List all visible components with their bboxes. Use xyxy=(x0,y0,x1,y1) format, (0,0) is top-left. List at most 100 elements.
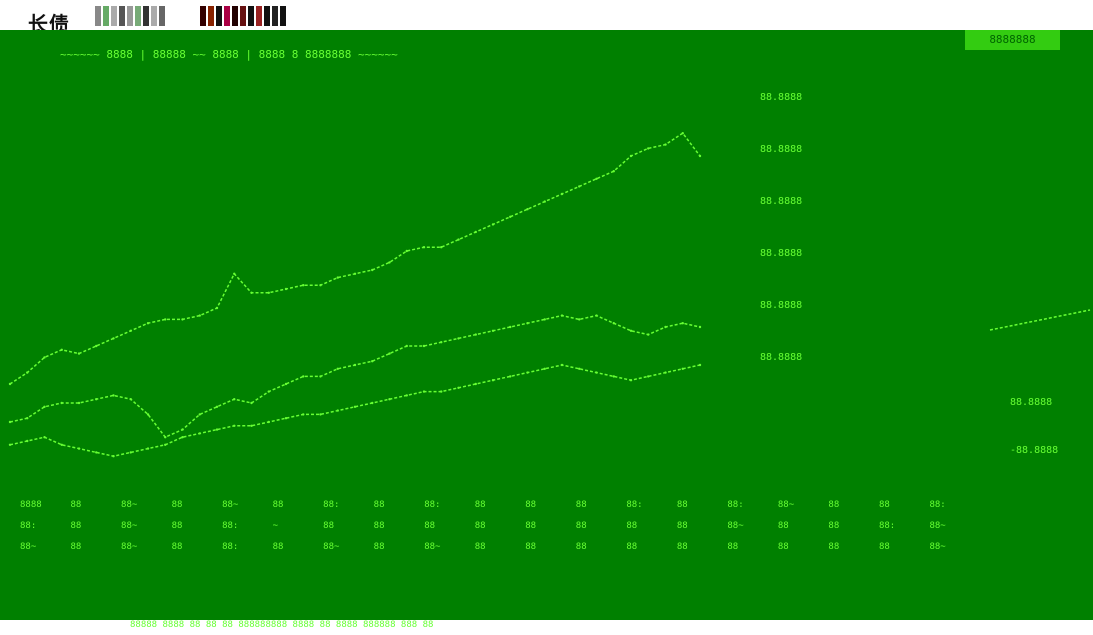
series-point-1 xyxy=(267,390,270,393)
series-point-1 xyxy=(422,344,426,348)
series-point-1 xyxy=(250,401,253,405)
series-point-2 xyxy=(578,367,581,370)
series-point-0 xyxy=(77,352,81,355)
series-point-2 xyxy=(267,420,270,424)
series-point-2 xyxy=(284,417,288,420)
series-point-0 xyxy=(146,322,150,325)
series-point-1 xyxy=(612,322,615,325)
table-cell: 88 xyxy=(626,542,638,552)
series-point-0 xyxy=(474,230,477,234)
table-cell: 88~ xyxy=(20,542,37,552)
table-cell: 88 xyxy=(525,521,537,531)
series-point-1 xyxy=(181,428,184,431)
table-cell: 88: xyxy=(878,521,896,531)
table-cell: 88 xyxy=(878,500,890,510)
series-point-2 xyxy=(491,379,495,382)
table-cell: 88 xyxy=(777,521,789,531)
series-point-2 xyxy=(146,447,150,450)
series-point-2 xyxy=(164,443,167,446)
series-point-2 xyxy=(8,443,12,446)
series-point-1 xyxy=(284,382,288,386)
series-point-2 xyxy=(319,413,322,416)
series-point-0 xyxy=(440,246,443,249)
chart-panel xyxy=(0,30,1093,635)
series-point-1 xyxy=(302,375,305,378)
table-cell: 88 xyxy=(373,500,385,510)
series-point-2 xyxy=(526,371,529,374)
series-point-0 xyxy=(698,154,702,158)
series-point-1 xyxy=(388,352,391,355)
table-cell: 88 xyxy=(777,542,789,552)
series-point-1 xyxy=(8,420,12,424)
series-point-0 xyxy=(664,143,667,146)
table-cell: 88 xyxy=(474,542,486,552)
y-right-tick-label: -88.8888 xyxy=(1010,445,1058,456)
series-point-0 xyxy=(164,318,167,321)
series-point-2 xyxy=(353,405,357,408)
table-cell: 88: xyxy=(20,521,37,531)
series-point-2 xyxy=(440,390,443,393)
series-point-0 xyxy=(578,185,581,188)
series-point-2 xyxy=(509,375,512,378)
series-point-1 xyxy=(681,322,684,325)
table-cell: 88 xyxy=(676,521,688,531)
y-right-tick-label: 88.8888 xyxy=(1010,397,1052,408)
table-cell: 88 xyxy=(575,542,587,552)
table-cell: 88: xyxy=(929,500,946,510)
series-point-2 xyxy=(664,371,667,374)
series-point-1 xyxy=(233,398,236,401)
table-cell: 88: xyxy=(727,500,744,510)
table-cell: 88: xyxy=(424,500,441,510)
table-cell: 88 xyxy=(70,542,82,552)
series-point-0 xyxy=(319,284,322,287)
series-point-0 xyxy=(560,192,564,196)
table-cell: 88: xyxy=(222,521,239,531)
series-point-1 xyxy=(509,325,512,329)
series-point-1 xyxy=(95,398,98,401)
table-cell: 88~ xyxy=(121,500,138,510)
series-point-1 xyxy=(474,333,477,336)
series-point-1 xyxy=(146,413,150,416)
series-point-1 xyxy=(129,398,132,401)
series-point-2 xyxy=(129,451,132,454)
series-point-2 xyxy=(26,439,29,443)
y-tick-label: 88.8888 xyxy=(760,300,802,311)
line-chart: 88.8888 88.8888 88.8888 88.8888 88.8888 88.88… xyxy=(8,92,1091,458)
series-point-2 xyxy=(112,455,115,458)
series-point-2 xyxy=(595,371,598,374)
series-point-2 xyxy=(198,432,201,435)
table-cell: 88 xyxy=(171,500,183,510)
table-cell: 88 xyxy=(525,542,537,552)
table-cell: 88~ xyxy=(777,500,795,510)
table-cell: 88 xyxy=(373,521,385,531)
table-cell: 88 xyxy=(70,500,82,510)
series-point-1 xyxy=(198,413,201,416)
table-cell: 88 xyxy=(272,500,284,510)
table-cell: 88 xyxy=(272,542,284,552)
table-cell: 88 xyxy=(727,542,739,552)
series-point-0 xyxy=(215,306,219,310)
series-point-1 xyxy=(629,329,633,332)
series-point-1 xyxy=(336,367,339,370)
series-point-0 xyxy=(526,208,529,211)
series-point-0 xyxy=(129,329,132,332)
y-tick-label: 88.8888 xyxy=(760,352,802,363)
footer-text: 88888 8888 88 88 88 888888888 8888 88 88… xyxy=(130,620,434,630)
series-point-2 xyxy=(250,424,253,427)
legend-right: 8888888 xyxy=(965,30,1060,50)
series-point-1 xyxy=(371,360,374,363)
series-point-1 xyxy=(543,318,546,321)
series-point-0 xyxy=(198,314,201,317)
y-tick-label: 88.8888 xyxy=(760,248,802,259)
series-point-0 xyxy=(491,223,495,226)
series-point-2 xyxy=(612,375,615,378)
series-point-1 xyxy=(77,401,81,405)
series-point-0 xyxy=(267,291,270,294)
series-point-2 xyxy=(405,394,408,397)
series-point-0 xyxy=(457,238,460,241)
series-point-0 xyxy=(629,154,633,158)
series-point-0 xyxy=(233,272,236,275)
series-point-2 xyxy=(215,428,219,431)
chart-caption: ~~~~~~ 8888 | 88888 ~~ 8888 | 8888 8 888… xyxy=(60,48,398,61)
series-point-0 xyxy=(181,318,184,321)
